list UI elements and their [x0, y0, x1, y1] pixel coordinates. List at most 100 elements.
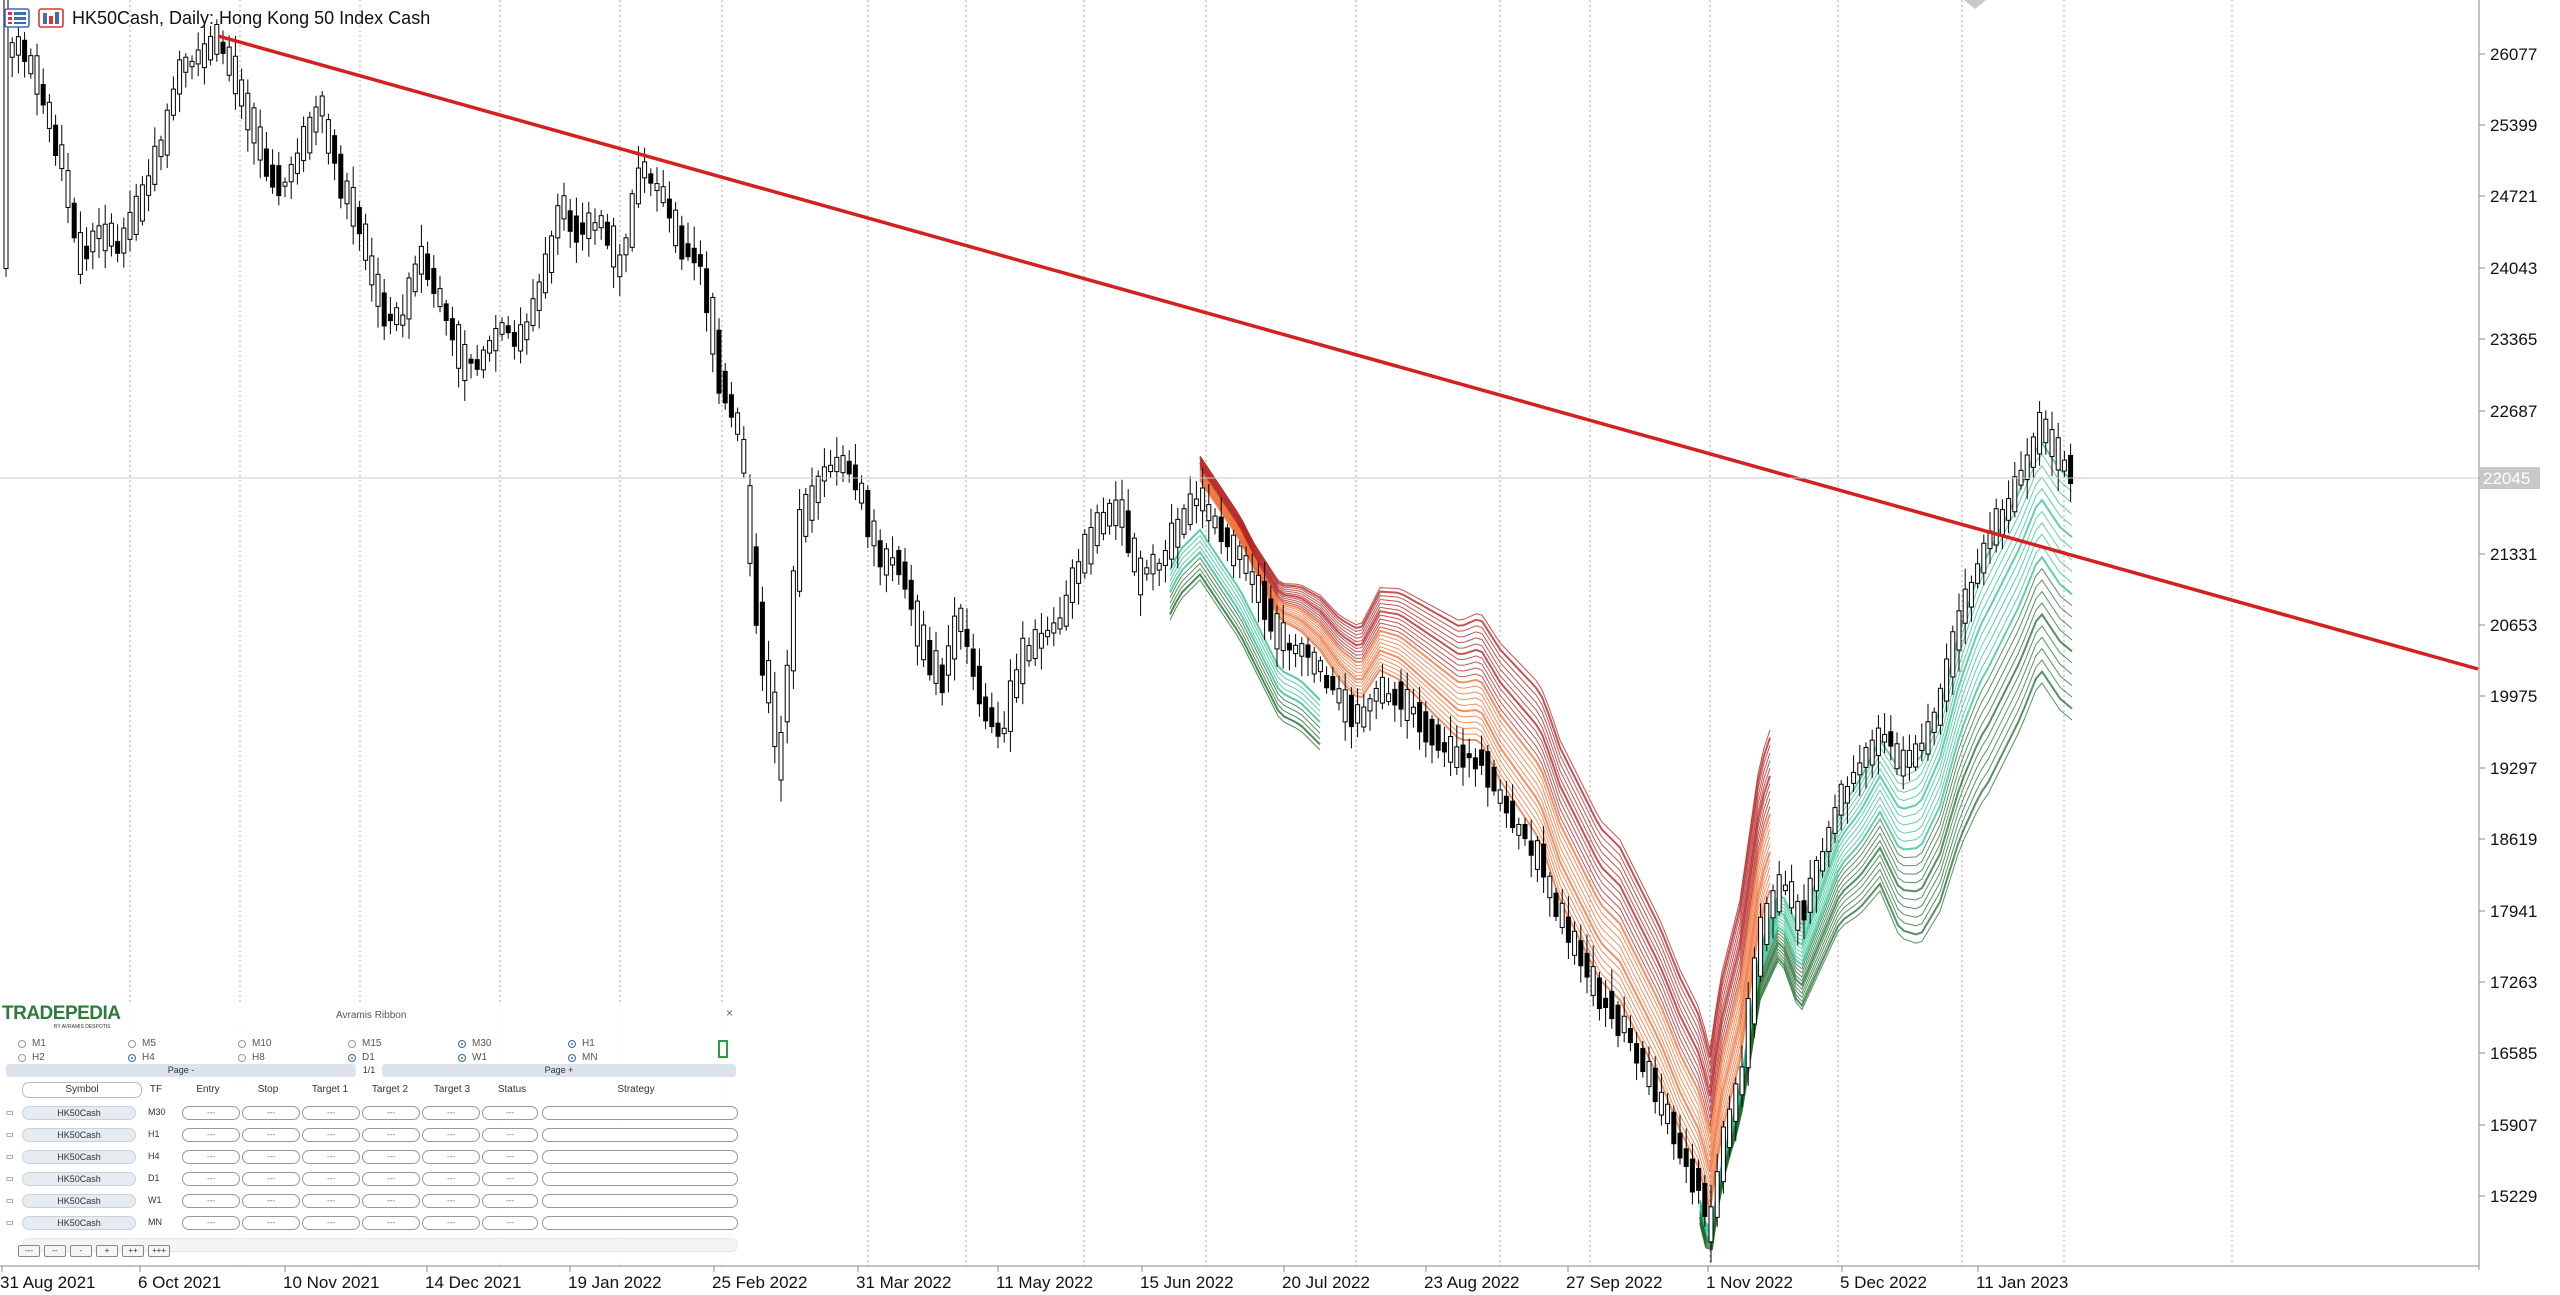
row-chart-icon[interactable]: ▭ — [6, 1130, 14, 1139]
candle-body — [1999, 509, 2005, 535]
candle-body — [1956, 610, 1962, 651]
ribbon-line-bull — [1169, 540, 1321, 712]
candle-body — [890, 557, 896, 566]
candle-body — [1069, 567, 1075, 603]
timeframe-radio-mn[interactable]: MN — [568, 1052, 598, 1063]
cell-status: --- — [482, 1128, 538, 1142]
candle-body — [1330, 675, 1336, 691]
candle-body — [189, 60, 195, 68]
page-indicator: 1/1 — [362, 1065, 376, 1075]
timeframe-radio-m5[interactable]: M5 — [128, 1038, 156, 1049]
nav-button-2[interactable]: - — [70, 1245, 92, 1257]
radio-dot[interactable] — [348, 1039, 356, 1048]
radio-dot[interactable] — [458, 1053, 466, 1062]
column-header-target-2: Target 2 — [371, 1084, 409, 1095]
page-prev-button[interactable]: Page - — [6, 1064, 356, 1077]
cell-entry: --- — [182, 1172, 240, 1186]
candle-body — [728, 394, 734, 418]
row-chart-icon[interactable]: ▭ — [6, 1152, 14, 1161]
radio-dot[interactable] — [348, 1053, 356, 1062]
trade-menu-icon[interactable] — [4, 7, 30, 29]
candle-body — [1324, 674, 1330, 689]
timeframe-radio-h4[interactable]: H4 — [128, 1052, 155, 1063]
candle-body — [276, 165, 282, 197]
candle-body — [1975, 563, 1981, 584]
candle-body — [1510, 800, 1516, 829]
radio-dot[interactable] — [18, 1053, 26, 1062]
timeframe-radio-h2[interactable]: H2 — [18, 1052, 45, 1063]
scroll-marker-icon[interactable] — [1964, 0, 1986, 9]
candle-body — [1367, 698, 1373, 712]
candle-body — [1063, 594, 1069, 627]
timeframe-radio-w1[interactable]: W1 — [458, 1052, 487, 1063]
nav-button-1[interactable]: -- — [44, 1245, 66, 1257]
nav-button-0[interactable]: --- — [18, 1245, 40, 1257]
candle-body — [1640, 1047, 1646, 1072]
radio-dot[interactable] — [128, 1039, 136, 1048]
timeframe-radio-m30[interactable]: M30 — [458, 1038, 491, 1049]
row-chart-icon[interactable]: ▭ — [6, 1174, 14, 1183]
candle-body — [716, 329, 722, 394]
close-icon[interactable]: × — [726, 1006, 734, 1020]
ribbon-line-bull — [1699, 647, 2073, 1248]
symbol-button[interactable]: HK50Cash — [22, 1194, 136, 1208]
symbol-button[interactable]: HK50Cash — [22, 1216, 136, 1230]
candle-body — [648, 173, 654, 184]
page-next-button[interactable]: Page + — [382, 1064, 736, 1077]
row-chart-icon[interactable]: ▭ — [6, 1108, 14, 1117]
ribbon-line-bull — [1699, 669, 2073, 1251]
candle-body — [437, 288, 443, 308]
row-chart-icon[interactable]: ▭ — [6, 1218, 14, 1227]
symbol-button[interactable]: HK50Cash — [22, 1150, 136, 1164]
status-indicator-icon — [718, 1040, 728, 1058]
depth-of-market-icon[interactable] — [38, 7, 64, 29]
candle-body — [1305, 644, 1311, 658]
radio-dot[interactable] — [18, 1039, 26, 1048]
nav-button-5[interactable]: +++ — [148, 1245, 171, 1257]
candle-body — [685, 243, 691, 258]
candle-body — [462, 343, 468, 382]
nav-button-4[interactable]: ++ — [122, 1245, 144, 1257]
candle-body — [2037, 411, 2043, 455]
cell-t1: --- — [302, 1194, 360, 1208]
timeframe-radio-d1[interactable]: D1 — [348, 1052, 375, 1063]
candle-body — [549, 235, 555, 273]
timeframe-radio-m1[interactable]: M1 — [18, 1038, 46, 1049]
candle-body — [1665, 1103, 1671, 1125]
cell-stop: --- — [242, 1106, 300, 1120]
timeframe-radio-m15[interactable]: M15 — [348, 1038, 381, 1049]
radio-dot[interactable] — [458, 1039, 466, 1048]
candle-body — [1398, 681, 1404, 710]
symbol-button[interactable]: HK50Cash — [22, 1106, 136, 1120]
radio-dot[interactable] — [128, 1053, 136, 1062]
cell-status: --- — [482, 1150, 538, 1164]
symbol-button[interactable]: HK50Cash — [22, 1172, 136, 1186]
table-row: ▭ HK50Cash D1 --- --- --- --- --- --- — [4, 1170, 738, 1188]
candle-body — [201, 43, 207, 69]
candle-body — [1410, 706, 1416, 715]
radio-dot[interactable] — [238, 1053, 246, 1062]
cell-t1: --- — [302, 1106, 360, 1120]
row-chart-icon[interactable]: ▭ — [6, 1196, 14, 1205]
navigation-buttons: --- -- - + ++ +++ — [18, 1245, 171, 1257]
candle-body — [828, 464, 834, 473]
candle-body — [487, 340, 493, 354]
candle-body — [1286, 642, 1292, 651]
radio-dot[interactable] — [238, 1039, 246, 1048]
timeframe-radio-h1[interactable]: H1 — [568, 1038, 595, 1049]
cell-t2: --- — [362, 1128, 420, 1142]
candle-body — [1138, 557, 1144, 596]
radio-dot[interactable] — [568, 1039, 576, 1048]
ribbon-line-bear — [1199, 456, 1771, 1058]
nav-button-3[interactable]: + — [96, 1245, 118, 1257]
candle-body — [1813, 860, 1819, 892]
radio-dot[interactable] — [568, 1053, 576, 1062]
candle-body — [294, 152, 300, 174]
candle-body — [1317, 660, 1323, 673]
timeframe-radio-h8[interactable]: H8 — [238, 1052, 265, 1063]
trendline[interactable] — [217, 34, 2479, 671]
candle-body — [772, 691, 778, 747]
symbol-button[interactable]: HK50Cash — [22, 1128, 136, 1142]
timeframe-radio-m10[interactable]: M10 — [238, 1038, 271, 1049]
